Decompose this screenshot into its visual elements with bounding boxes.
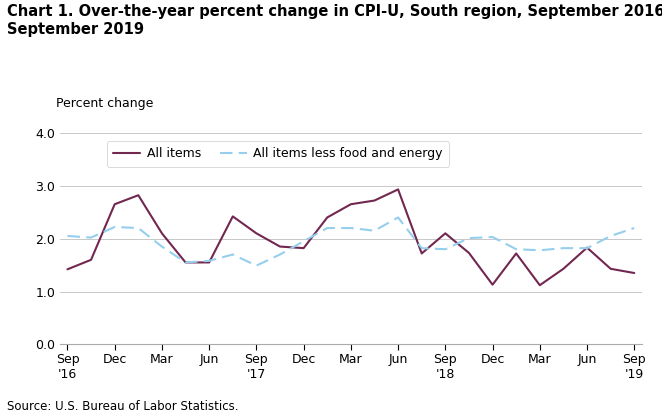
All items less food and energy xyxy=(536,248,544,253)
All items less food and energy xyxy=(205,259,213,264)
All items less food and energy xyxy=(252,263,260,268)
All items less food and energy xyxy=(512,247,520,251)
Legend: All items, All items less food and energy: All items, All items less food and energ… xyxy=(107,141,449,167)
All items less food and energy xyxy=(64,234,71,239)
All items xyxy=(64,267,71,272)
Line: All items: All items xyxy=(68,189,634,285)
All items xyxy=(158,231,166,236)
All items less food and energy xyxy=(229,252,237,257)
All items less food and energy xyxy=(87,235,95,240)
All items xyxy=(347,202,355,207)
All items xyxy=(181,260,189,265)
All items xyxy=(536,283,544,288)
All items less food and energy xyxy=(583,246,591,251)
All items less food and energy xyxy=(394,215,402,220)
All items less food and energy xyxy=(418,246,426,251)
All items xyxy=(606,266,614,271)
All items xyxy=(489,282,496,287)
All items xyxy=(134,193,142,198)
All items less food and energy xyxy=(465,236,473,241)
All items xyxy=(276,244,284,249)
All items xyxy=(229,214,237,219)
Text: Source: U.S. Bureau of Labor Statistics.: Source: U.S. Bureau of Labor Statistics. xyxy=(7,400,238,413)
All items less food and energy xyxy=(371,228,379,233)
All items less food and energy xyxy=(606,234,614,239)
All items xyxy=(418,251,426,256)
All items less food and energy xyxy=(276,252,284,257)
All items xyxy=(252,231,260,236)
All items less food and energy xyxy=(489,234,496,239)
All items xyxy=(111,202,118,207)
Line: All items less food and energy: All items less food and energy xyxy=(68,217,634,266)
All items less food and energy xyxy=(347,225,355,230)
All items xyxy=(87,257,95,262)
Text: Percent change: Percent change xyxy=(56,97,154,110)
All items less food and energy xyxy=(111,225,118,229)
All items xyxy=(205,260,213,265)
All items less food and energy xyxy=(134,225,142,230)
All items less food and energy xyxy=(442,247,449,251)
All items less food and energy xyxy=(181,260,189,265)
All items less food and energy xyxy=(630,225,638,230)
All items less food and energy xyxy=(158,244,166,249)
All items xyxy=(442,231,449,236)
All items xyxy=(371,198,379,203)
All items xyxy=(465,250,473,255)
All items xyxy=(630,271,638,276)
All items less food and energy xyxy=(559,246,567,251)
All items xyxy=(512,251,520,256)
All items xyxy=(394,187,402,192)
All items xyxy=(323,215,331,220)
Text: Chart 1. Over-the-year percent change in CPI-U, South region, September 2016–
Se: Chart 1. Over-the-year percent change in… xyxy=(7,4,662,37)
All items xyxy=(559,266,567,271)
All items less food and energy xyxy=(323,225,331,230)
All items xyxy=(583,245,591,250)
All items xyxy=(300,246,308,251)
All items less food and energy xyxy=(300,239,308,244)
